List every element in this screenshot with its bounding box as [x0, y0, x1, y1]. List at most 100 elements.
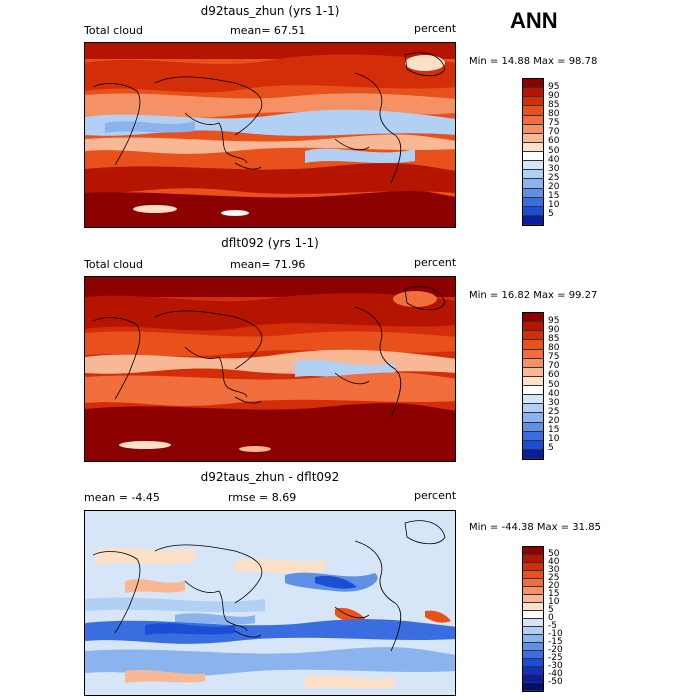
colorbar-swatch — [523, 386, 543, 396]
colorbar-tick-label: 15 — [548, 588, 560, 599]
colorbar-swatch — [523, 627, 543, 635]
colorbar-swatch — [523, 152, 543, 162]
colorbar-swatch — [523, 349, 543, 359]
colorbar-tick-label: 75 — [548, 352, 560, 363]
colorbar-swatch — [523, 611, 543, 619]
colorbar-swatch — [523, 161, 543, 171]
colorbar-tick-label: 50 — [548, 145, 560, 156]
colorbar-swatch — [523, 571, 543, 579]
colorbar-tick-label: 10 — [548, 596, 560, 607]
colorbar-swatch — [523, 404, 543, 414]
colorbar-swatch — [523, 142, 543, 152]
colorbar-tick-label: 90 — [548, 90, 560, 101]
colorbar-tick-label: 40 — [548, 388, 560, 399]
panel-1-left-label: Total cloud — [84, 24, 143, 37]
colorbar-tick-label: 80 — [548, 343, 560, 353]
colorbar-tick-label: 50 — [548, 548, 560, 559]
colorbar-swatch — [523, 367, 543, 377]
colorbar-swatch — [523, 133, 543, 143]
colorbar-tick-label: 30 — [548, 564, 560, 575]
colorbar-tick-label: 5 — [548, 209, 554, 220]
panel-1-center-label: mean= 67.51 — [230, 24, 306, 37]
colorbar-swatch — [523, 555, 543, 563]
colorbar-tick-label: 60 — [548, 136, 560, 147]
colorbar-tick-label: -50 — [548, 676, 563, 687]
colorbar-tick-label: 40 — [548, 556, 560, 567]
panel-1-colorbar — [522, 78, 544, 226]
colorbar-tick-label: 0 — [548, 612, 554, 623]
colorbar-swatch — [523, 667, 543, 675]
colorbar-tick-label: 15 — [548, 425, 560, 436]
panel-1-minmax: Min = 14.88 Max = 98.78 — [469, 56, 598, 67]
colorbar-swatch — [523, 395, 543, 405]
colorbar-tick-label: 10 — [548, 434, 560, 445]
colorbar-tick-label: 85 — [548, 99, 560, 110]
colorbar-swatch — [523, 124, 543, 134]
colorbar-tick-label: 80 — [548, 109, 560, 119]
colorbar-swatch — [523, 635, 543, 643]
colorbar-tick-label: 70 — [548, 127, 560, 138]
colorbar-swatch — [523, 563, 543, 571]
colorbar-swatch — [523, 675, 543, 683]
panel-2-colorbar — [522, 312, 544, 460]
panel-3-title: d92taus_zhun - dflt092 — [200, 470, 340, 484]
colorbar-swatch — [523, 179, 543, 189]
colorbar-tick-label: 60 — [548, 370, 560, 381]
colorbar-swatch — [523, 88, 543, 98]
colorbar-tick-label: 50 — [548, 379, 560, 390]
colorbar-swatch — [523, 651, 543, 659]
panel-3-left-label: mean = -4.45 — [84, 491, 160, 504]
colorbar-swatch — [523, 322, 543, 332]
colorbar-swatch — [523, 188, 543, 198]
colorbar-tick-label: 70 — [548, 361, 560, 372]
panel-2-center-label: mean= 71.96 — [230, 258, 306, 271]
colorbar-tick-label: 25 — [548, 172, 560, 183]
panel-1-right-label: percent — [414, 22, 457, 35]
colorbar-swatch — [523, 595, 543, 603]
colorbar-swatch — [523, 413, 543, 423]
colorbar-tick-label: -20 — [548, 644, 563, 655]
colorbar-tick-label: 25 — [548, 406, 560, 417]
panel-2-title: dflt092 (yrs 1-1) — [221, 236, 319, 250]
colorbar-tick-label: -15 — [548, 636, 563, 647]
colorbar-tick-label: -30 — [548, 660, 563, 671]
colorbar-tick-label: -40 — [548, 668, 563, 679]
colorbar-swatch — [523, 340, 543, 350]
colorbar-swatch — [523, 215, 543, 225]
colorbar-tick-label: 30 — [548, 163, 560, 174]
colorbar-tick-label: 20 — [548, 416, 560, 426]
colorbar-tick-label: -25 — [548, 652, 563, 663]
panel-2-map — [84, 276, 456, 462]
colorbar-swatch — [523, 603, 543, 611]
colorbar-tick-label: 15 — [548, 191, 560, 202]
colorbar-swatch — [523, 422, 543, 432]
colorbar-tick-label: -5 — [548, 620, 557, 631]
colorbar-swatch — [523, 579, 543, 587]
colorbar-swatch — [523, 170, 543, 180]
colorbar-swatch — [523, 440, 543, 450]
colorbar-tick-label: 95 — [548, 315, 560, 326]
panel-2-right-label: percent — [414, 256, 457, 269]
colorbar-tick-label: 40 — [548, 154, 560, 165]
colorbar-swatch — [523, 313, 543, 323]
colorbar-swatch — [523, 358, 543, 368]
colorbar-swatch — [523, 587, 543, 595]
colorbar-tick-label: 10 — [548, 200, 560, 211]
colorbar-swatch — [523, 97, 543, 107]
colorbar-swatch — [523, 115, 543, 125]
colorbar-swatch — [523, 331, 543, 341]
colorbar-tick-label: 20 — [548, 182, 560, 192]
colorbar-tick-label: 30 — [548, 397, 560, 408]
colorbar-swatch — [523, 106, 543, 116]
colorbar-tick-label: 25 — [548, 572, 560, 583]
colorbar-swatch — [523, 206, 543, 216]
colorbar-tick-label: 90 — [548, 324, 560, 335]
colorbar-swatch — [523, 376, 543, 386]
panel-3-right-label: percent — [414, 489, 457, 502]
panel-3-center-label: rmse = 8.69 — [228, 491, 297, 504]
panel-2-minmax: Min = 16.82 Max = 99.27 — [469, 290, 598, 301]
panel-1-map — [84, 42, 456, 228]
colorbar-tick-label: 20 — [548, 580, 560, 591]
colorbar-tick-label: 75 — [548, 118, 560, 129]
panel-2-left-label: Total cloud — [84, 258, 143, 271]
